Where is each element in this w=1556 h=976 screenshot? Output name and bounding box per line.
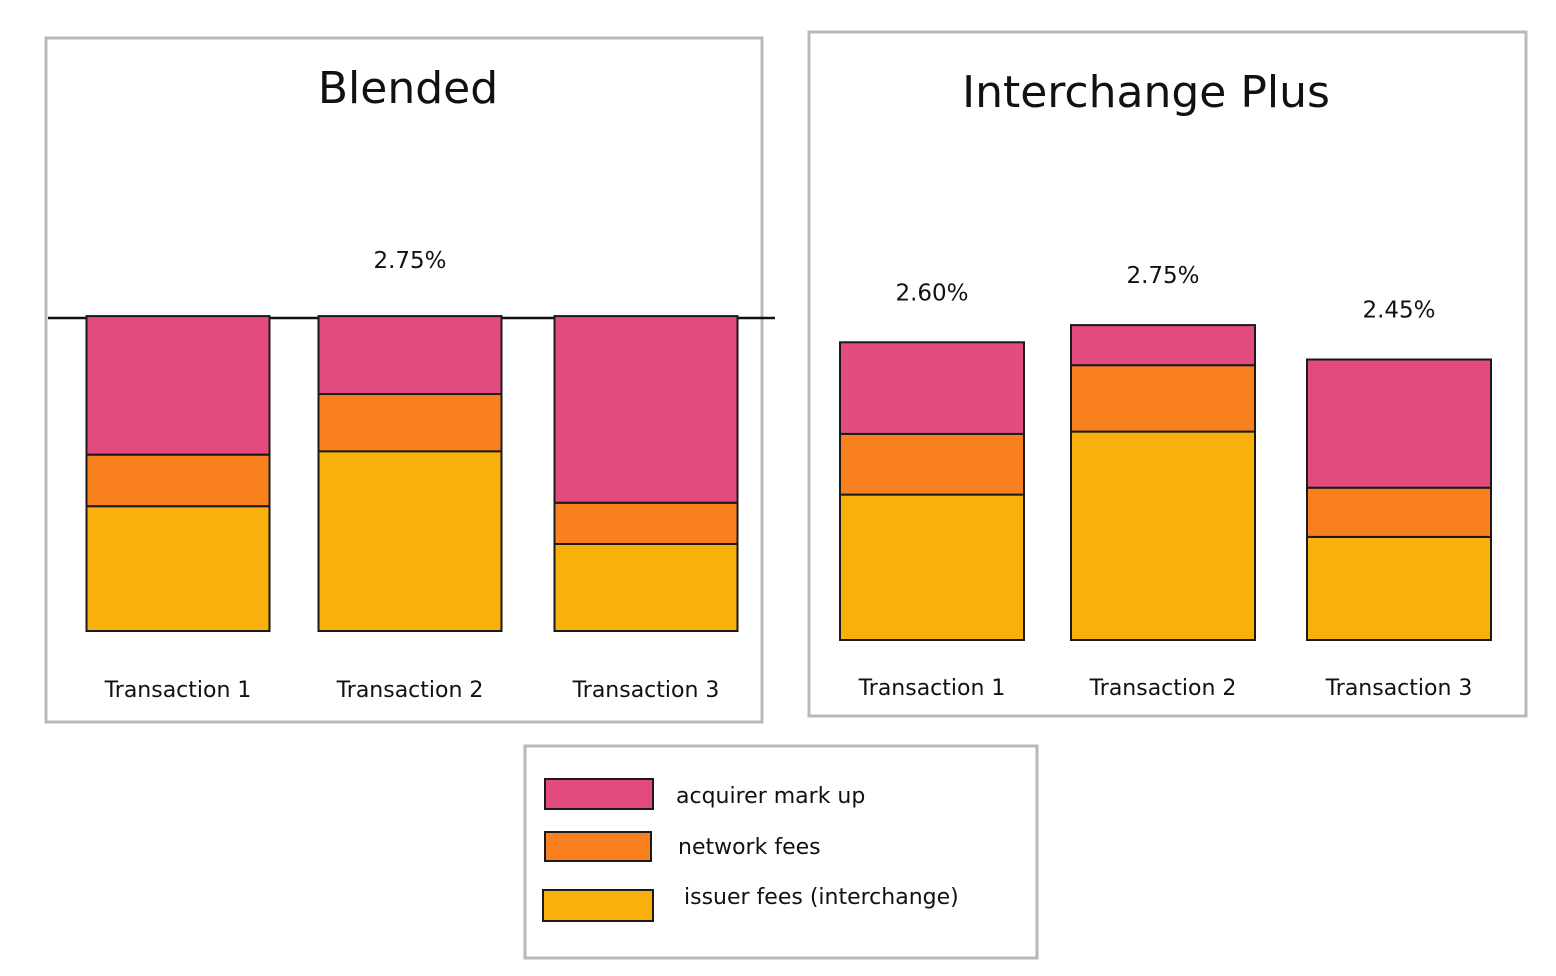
interchange-plus-panel-frame — [807, 30, 1528, 718]
interchange-plus-bar-2-issuer-fees-interchange — [1070, 430, 1256, 641]
interchange-plus-total-label-2: 2.75% — [1126, 263, 1199, 289]
legend-label-network-fees: network fees — [678, 835, 821, 860]
interchange-plus-bar-1-network-fees — [839, 432, 1025, 496]
interchange-plus-total-label-3: 2.45% — [1362, 298, 1435, 324]
blended-bar-3-acquirer-mark-up — [553, 315, 739, 504]
interchange-plus-total-labels: 2.60% 2.75% 2.45% — [895, 263, 1435, 323]
blended-bar-2-issuer-fees-interchange — [317, 450, 503, 633]
blended-panel: Blended 2.75% Transaction 1 Transaction 2… — [44, 36, 775, 724]
interchange-plus-bar-3-issuer-fees-interchange — [1306, 536, 1492, 641]
legend: acquirer mark up network fees issuer fee… — [523, 744, 1039, 960]
interchange-plus-title: Interchange Plus — [962, 67, 1330, 118]
interchange-plus-tick-label-1: Transaction 1 — [858, 676, 1006, 701]
interchange-plus-bars — [839, 324, 1492, 641]
legend-label-acquirer-mark-up: acquirer mark up — [676, 784, 865, 809]
blended-bar-3-issuer-fees-interchange — [553, 543, 739, 632]
blended-title: Blended — [318, 63, 498, 114]
legend-item-acquirer-mark-up: acquirer mark up — [544, 778, 865, 810]
interchange-plus-bar-1-issuer-fees-interchange — [839, 493, 1025, 641]
blended-total-labels: 2.75% — [373, 248, 446, 274]
interchange-plus-total-label-1: 2.60% — [895, 280, 968, 306]
interchange-plus-bar-3-acquirer-mark-up — [1306, 358, 1492, 489]
interchange-plus-tick-label-2: Transaction 2 — [1089, 676, 1237, 701]
blended-bar-1-issuer-fees-interchange — [85, 505, 271, 633]
interchange-plus-tick-label-3: Transaction 3 — [1325, 676, 1473, 701]
blended-panel-frame — [44, 36, 764, 724]
blended-bars — [85, 315, 739, 633]
blended-bar-1-acquirer-mark-up — [85, 315, 271, 456]
blended-tick-label-2: Transaction 2 — [336, 678, 484, 703]
blended-tick-label-1: Transaction 1 — [104, 678, 252, 703]
blended-tick-label-3: Transaction 3 — [572, 678, 720, 703]
interchange-plus-tick-labels: Transaction 1 Transaction 2 Transaction 3 — [858, 676, 1473, 701]
interchange-plus-bar-1-acquirer-mark-up — [839, 341, 1025, 435]
blended-bar-2-acquirer-mark-up — [317, 315, 503, 396]
legend-swatch-network-fees — [544, 831, 652, 862]
blended-total-label-2: 2.75% — [373, 248, 446, 274]
legend-swatch-acquirer-mark-up — [544, 778, 654, 810]
blended-bar-2-network-fees — [317, 393, 503, 453]
blended-tick-labels: Transaction 1 Transaction 2 Transaction 3 — [104, 678, 720, 703]
interchange-plus-bar-2-network-fees — [1070, 364, 1256, 433]
interchange-plus-bar-3-network-fees — [1306, 486, 1492, 538]
legend-label-issuer-fees: issuer fees (interchange) — [684, 885, 959, 910]
legend-frame — [523, 744, 1039, 960]
legend-swatch-issuer-fees — [542, 889, 654, 922]
blended-bar-3-network-fees — [553, 501, 739, 545]
blended-bar-1-network-fees — [85, 453, 271, 508]
legend-item-network-fees: network fees — [544, 831, 821, 862]
interchange-plus-panel: Interchange Plus 2.60% 2.75% 2.45% Transac… — [807, 30, 1528, 718]
interchange-plus-bar-2-acquirer-mark-up — [1070, 324, 1256, 367]
legend-item-issuer-fees: issuer fees (interchange) — [542, 885, 959, 922]
